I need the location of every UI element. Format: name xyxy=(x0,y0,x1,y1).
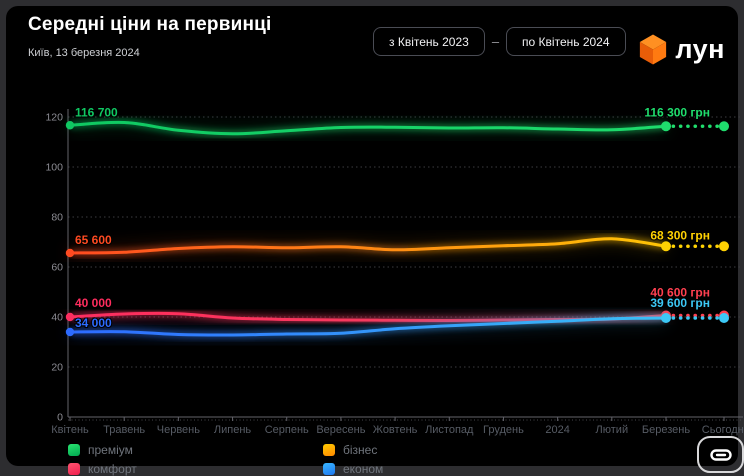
series-business-start-value-label: 65 600 xyxy=(75,233,112,247)
y-tick-label-0: 0 xyxy=(57,412,63,424)
x-label-8: Грудень xyxy=(483,424,524,436)
lun-logo-text: лун xyxy=(675,34,725,64)
series-business-glow xyxy=(69,236,667,256)
date-to-button[interactable]: по Квітень 2024 xyxy=(506,27,626,56)
series-business-line xyxy=(68,237,668,255)
series-premium-end-value-label: 116 300 грн xyxy=(644,105,710,119)
series-econom-start-dot xyxy=(65,327,75,337)
series-business-start-dot xyxy=(65,248,75,258)
y-tick-label-40: 40 xyxy=(51,312,63,324)
series-premium-start-dot xyxy=(65,121,75,130)
series-econom-glow-wide xyxy=(69,313,667,340)
legend-label-business: бізнес xyxy=(343,443,378,457)
series-business-today-dot xyxy=(719,241,729,252)
legend-swatch-econom xyxy=(323,463,335,475)
series-premium-today-dot xyxy=(719,121,729,132)
series-comfort-today-dot xyxy=(719,310,729,321)
legend-swatch-comfort xyxy=(68,463,80,475)
price-trend-chart: 0 20 40 60 80 100 120 Квітень Травень Червень Липе… xyxy=(45,104,744,436)
series-comfort-start-value-label: 40 000 xyxy=(75,296,112,310)
series-econom-end-value-label: 39 600 грн xyxy=(650,296,710,310)
x-label-2: Червень xyxy=(157,424,200,436)
series-comfort-end-dot xyxy=(661,310,671,321)
y-tick-label-80: 80 xyxy=(51,212,63,224)
page-subtitle: Київ, 13 березня 2024 xyxy=(28,47,140,59)
x-label-10: Лютий xyxy=(596,424,629,436)
series-comfort-end-value-label: 40 600 грн xyxy=(650,286,710,300)
x-label-1: Травень xyxy=(103,424,145,436)
x-label-11: Березень xyxy=(642,424,690,436)
date-range-separator: – xyxy=(491,34,500,49)
x-label-9: 2024 xyxy=(545,424,569,436)
share-link-button[interactable] xyxy=(697,436,744,473)
date-from-button[interactable]: з Квітень 2023 xyxy=(373,27,485,56)
y-tick-label-20: 20 xyxy=(51,362,63,374)
legend-label-econom: економ xyxy=(343,462,384,476)
series-comfort-glow-wide xyxy=(69,308,667,326)
series-premium-glow-wide xyxy=(69,117,667,139)
lun-cube-icon xyxy=(640,34,667,65)
x-label-5: Вересень xyxy=(316,424,365,436)
legend-label-comfort: комфорт xyxy=(88,462,137,476)
x-label-12: Сьогодні xyxy=(702,424,744,436)
legend-swatch-premium xyxy=(68,444,80,456)
series-premium-glow xyxy=(69,119,667,137)
series-econom-today-dot xyxy=(719,313,729,323)
link-icon xyxy=(709,448,732,461)
legend-item-premium: преміум xyxy=(68,443,133,457)
series-econom-line xyxy=(68,316,668,337)
series-premium-line xyxy=(68,120,668,136)
series-econom-end-dot xyxy=(661,313,671,323)
page-title: Середні ціни на первинці xyxy=(28,14,272,35)
y-tick-label-120: 120 xyxy=(45,112,63,124)
lun-logo: лун xyxy=(638,33,725,66)
chart-card: Середні ціни на первинці Київ, 13 березн… xyxy=(6,6,744,476)
series-comfort-glow xyxy=(69,310,667,324)
y-tick-label-100: 100 xyxy=(45,162,63,174)
legend-swatch-business xyxy=(323,444,335,456)
series-econom-glow xyxy=(69,315,667,338)
x-label-7: Листопад xyxy=(425,424,474,436)
series-premium-start-value-label: 116 700 xyxy=(75,105,118,119)
y-tick-label-60: 60 xyxy=(51,262,63,274)
series-business-end-dot xyxy=(661,241,671,252)
date-range-controls: з Квітень 2023 – по Квітень 2024 xyxy=(373,27,626,56)
legend-label-premium: преміум xyxy=(88,443,133,457)
x-label-4: Серпень xyxy=(265,424,309,436)
series-comfort-start-dot xyxy=(65,312,75,322)
series-business-end-value-label: 68 300 грн xyxy=(650,228,710,242)
x-label-3: Липень xyxy=(214,424,252,436)
x-label-0: Квітень xyxy=(51,424,89,436)
x-label-6: Жовтень xyxy=(373,424,418,436)
series-premium-end-dot xyxy=(661,121,671,132)
legend-item-comfort: комфорт xyxy=(68,462,137,476)
legend-item-econom: економ xyxy=(323,462,383,476)
series-econom-start-value-label: 34 000 xyxy=(75,316,112,330)
legend-item-business: бізнес xyxy=(323,443,377,457)
series-comfort-line xyxy=(68,311,668,323)
series-business-glow-wide xyxy=(69,234,667,258)
